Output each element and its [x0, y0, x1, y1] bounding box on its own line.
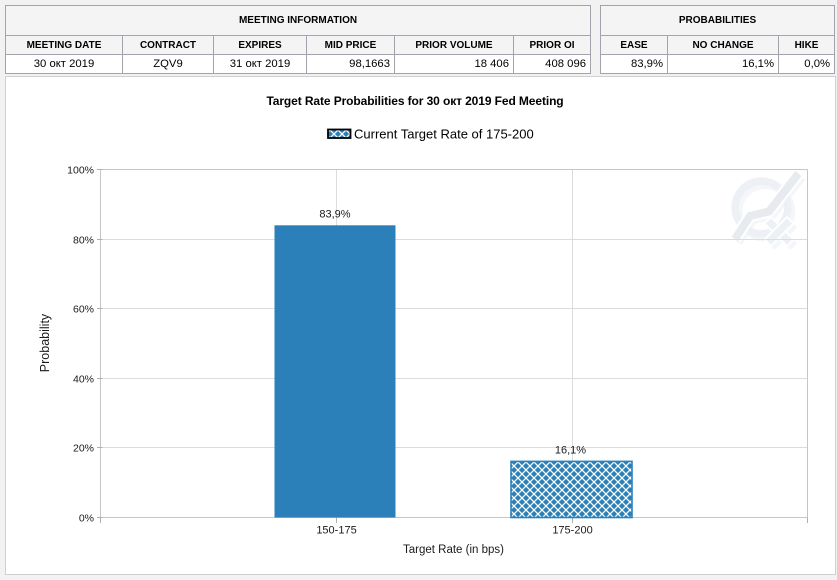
svg-text:Current Target Rate of 175-200: Current Target Rate of 175-200 [354, 127, 534, 142]
svg-text:40%: 40% [73, 374, 94, 386]
svg-text:175-200: 175-200 [552, 525, 592, 537]
svg-text:80%: 80% [73, 235, 94, 247]
svg-text:Target Rate Probabilities for: Target Rate Probabilities for 30 окт 201… [266, 94, 563, 108]
svg-text:20%: 20% [73, 443, 94, 455]
svg-text:Probability: Probability [38, 313, 52, 372]
svg-text:83,9%: 83,9% [319, 208, 350, 220]
svg-text:60%: 60% [73, 304, 94, 316]
svg-text:Target Rate (in bps): Target Rate (in bps) [403, 544, 504, 556]
svg-text:150-175: 150-175 [316, 525, 356, 537]
svg-text:100%: 100% [67, 165, 94, 177]
svg-text:16,1%: 16,1% [555, 445, 586, 457]
svg-text:0%: 0% [79, 513, 94, 525]
